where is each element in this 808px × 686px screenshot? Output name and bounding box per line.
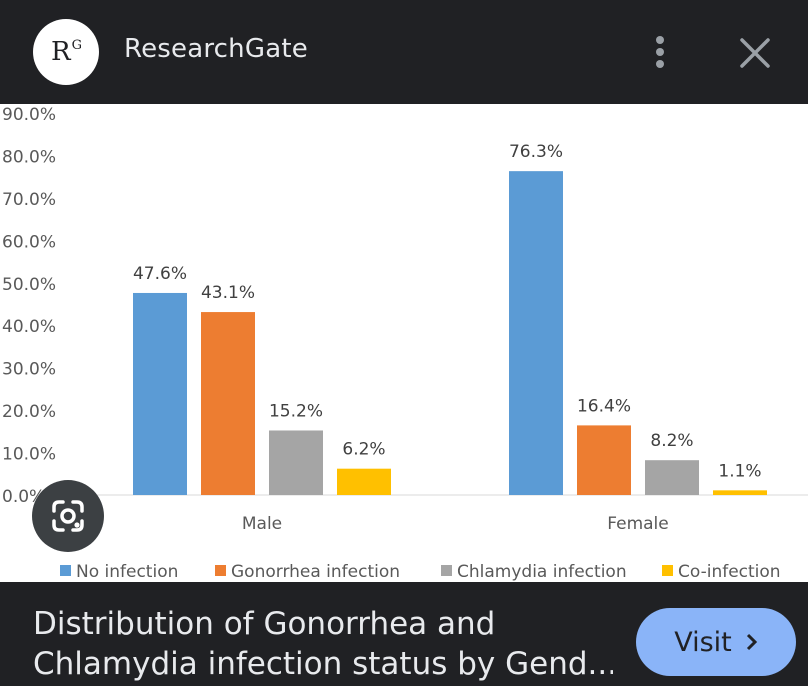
data-label: 43.1% — [201, 283, 255, 303]
y-tick-label: 60.0% — [2, 232, 56, 252]
legend-swatch — [441, 565, 452, 576]
y-tick-label: 20.0% — [2, 402, 56, 422]
logo-superscript: G — [71, 38, 82, 53]
data-label: 15.2% — [269, 401, 323, 421]
bar-male-3 — [269, 430, 323, 495]
data-label: 76.3% — [509, 142, 563, 162]
y-tick-label: 30.0% — [2, 360, 56, 380]
y-tick-label: 70.0% — [2, 190, 56, 210]
bar-male-4 — [337, 468, 391, 495]
legend-label: Co-infection — [678, 562, 781, 582]
data-label: 47.6% — [133, 264, 187, 284]
bar-chart: 0.0%10.0%20.0%30.0%40.0%50.0%60.0%70.0%8… — [2, 105, 808, 582]
caption-line-1: Distribution of Gonorrhea and — [33, 606, 496, 642]
legend-swatch — [60, 565, 71, 576]
logo-letter: R — [51, 37, 71, 67]
y-tick-label: 80.0% — [2, 147, 56, 167]
image-caption[interactable]: Distribution of Gonorrhea and Chlamydia … — [33, 604, 613, 684]
bar-female-1 — [509, 171, 563, 495]
lens-button[interactable] — [32, 480, 104, 552]
x-category-label: Male — [242, 514, 282, 534]
site-name[interactable]: ResearchGate — [124, 34, 308, 64]
legend-label: No infection — [76, 562, 178, 582]
google-lens-icon — [52, 500, 84, 532]
bar-female-2 — [577, 425, 631, 495]
chevron-right-icon — [746, 633, 757, 651]
legend-swatch — [215, 565, 226, 576]
bar-male-2 — [201, 312, 255, 495]
chart-image[interactable]: 0.0% 10.0% 20.0% 30.0% 40.0% 50.0% 60.0% 70.0% 8… — [0, 104, 808, 582]
close-icon[interactable] — [738, 36, 772, 70]
caption-line-2: Chlamydia infection status by Gend... — [33, 646, 613, 682]
bar-female-4 — [713, 490, 767, 495]
visit-label: Visit — [674, 626, 732, 658]
bar-female-3 — [645, 460, 699, 495]
top-bar: RG ResearchGate — [0, 0, 808, 104]
more-vert-icon[interactable] — [648, 34, 672, 70]
visit-button[interactable]: Visit — [636, 608, 796, 676]
y-tick-label: 50.0% — [2, 275, 56, 295]
legend-label: Gonorrhea infection — [231, 562, 400, 582]
y-tick-label: 10.0% — [2, 445, 56, 465]
legend-label: Chlamydia infection — [457, 562, 627, 582]
y-tick-label: 40.0% — [2, 317, 56, 337]
data-label: 8.2% — [650, 431, 693, 451]
y-tick-label: 90.0% — [2, 105, 56, 125]
data-label: 16.4% — [577, 396, 631, 416]
data-label: 6.2% — [342, 440, 385, 460]
researchgate-logo[interactable]: RG — [33, 19, 99, 85]
data-label: 1.1% — [718, 461, 761, 481]
x-category-label: Female — [607, 514, 668, 534]
bar-male-1 — [133, 292, 187, 495]
legend-swatch — [662, 565, 673, 576]
